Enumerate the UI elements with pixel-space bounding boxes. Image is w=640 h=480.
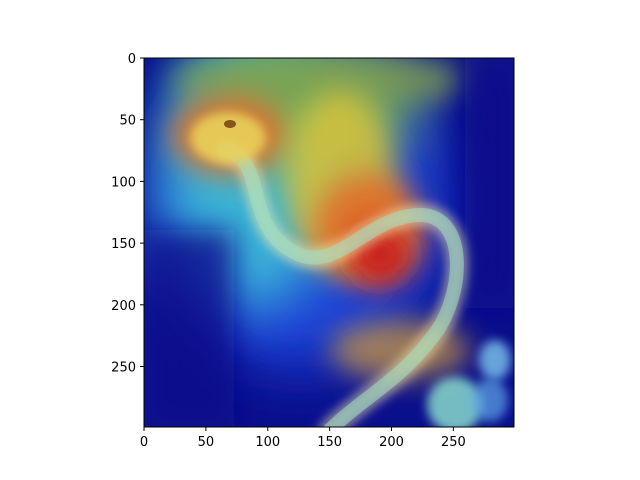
x-tick-label: 50 bbox=[198, 435, 215, 450]
y-tick-label: 250 bbox=[111, 361, 136, 376]
axes-frame bbox=[143, 57, 515, 428]
y-tick-label: 50 bbox=[119, 114, 136, 129]
x-tick-label: 0 bbox=[140, 435, 148, 450]
heatmap-image bbox=[144, 58, 514, 427]
x-tick-label: 250 bbox=[441, 435, 466, 450]
x-tick-label: 150 bbox=[317, 435, 342, 450]
y-tick-label: 100 bbox=[111, 175, 136, 190]
y-tick-label: 0 bbox=[128, 52, 136, 67]
x-tick-label: 100 bbox=[255, 435, 280, 450]
y-tick-label: 150 bbox=[111, 237, 136, 252]
x-tick-label: 200 bbox=[379, 435, 404, 450]
y-axis: 0 50 100 150 200 250 bbox=[111, 52, 144, 376]
x-axis: 0 50 100 150 200 250 bbox=[140, 427, 466, 450]
y-tick-label: 200 bbox=[111, 299, 136, 314]
